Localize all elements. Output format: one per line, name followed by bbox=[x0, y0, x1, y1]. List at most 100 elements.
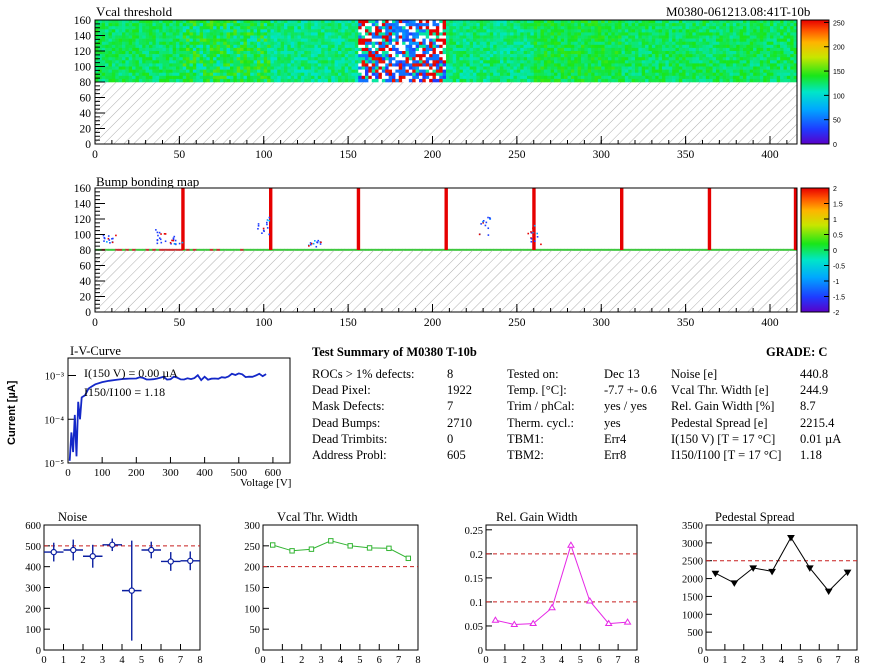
pedestal-xtick-label: 2 bbox=[741, 655, 746, 666]
summary-temp-value: -7.7 +- 0.6 bbox=[604, 383, 657, 398]
vcal-width-ytick-label: 200 bbox=[244, 563, 260, 574]
vcal-map-title: Vcal threshold bbox=[96, 4, 173, 19]
iv-curve-title: I-V-Curve bbox=[70, 344, 121, 358]
iv-xtick-label: 0 bbox=[65, 467, 71, 479]
gain-width-xtick-label: 4 bbox=[559, 655, 565, 666]
gain-width-chart-title: Rel. Gain Width bbox=[496, 510, 578, 524]
vcal-width-ytick-label: 300 bbox=[244, 521, 260, 532]
summary-dead-pixel-value: 1922 bbox=[447, 383, 472, 398]
pedestal-xtick-label: 4 bbox=[779, 655, 785, 666]
summary-col1-values: 8 1922 7 2710 0 605 bbox=[447, 366, 472, 463]
vcal-map-xtick-label: 0 bbox=[92, 149, 98, 161]
summary-dead-trimbits-value: 0 bbox=[447, 431, 454, 446]
bump-palette-label: 0 bbox=[833, 248, 837, 255]
summary-col2-labels: Tested on: Temp. [°C]: Trim / phCal: The… bbox=[507, 366, 575, 463]
vcal-palette-label: 0 bbox=[833, 142, 837, 149]
bump-palette-label: 0.5 bbox=[833, 233, 843, 240]
bump-map-xtick-label: 350 bbox=[677, 317, 695, 329]
noise-xtick-label: 1 bbox=[61, 655, 66, 666]
bump-map-heatmap bbox=[95, 188, 798, 251]
gain-width-ytick-label: 0.1 bbox=[470, 598, 483, 609]
vcal-width-ytick-label: 50 bbox=[250, 625, 261, 636]
pedestal-xtick-label: 8 bbox=[854, 655, 859, 666]
noise-xtick-label: 5 bbox=[139, 655, 144, 666]
gain-width-xtick-label: 5 bbox=[578, 655, 583, 666]
iv-ytick-label: 10⁻⁵ bbox=[44, 459, 64, 470]
bump-map-dead-column bbox=[444, 188, 448, 250]
gain-width-point bbox=[529, 619, 538, 627]
noise-point bbox=[50, 548, 57, 556]
summary-mask-defects-value: 7 bbox=[447, 399, 454, 414]
vcal-width-chart-title: Vcal Thr. Width bbox=[277, 510, 358, 524]
summary-tbm2-value: Err8 bbox=[604, 447, 627, 462]
bump-map-dead-column bbox=[620, 188, 624, 250]
vcal-palette-label: 150 bbox=[833, 69, 845, 76]
pedestal-ytick-label: 0 bbox=[698, 646, 703, 657]
bump-map-xtick-label: 100 bbox=[255, 317, 273, 329]
gain-width-xtick-label: 3 bbox=[540, 655, 545, 666]
iv-legend-current: I(150 V) = 0.00 µA bbox=[84, 366, 178, 380]
vcal-map-xtick-label: 200 bbox=[424, 149, 442, 161]
vcal-width-xtick-label: 2 bbox=[299, 655, 304, 666]
noise-point bbox=[187, 557, 194, 565]
summary-gain-width-label: Rel. Gain Width [%] bbox=[671, 399, 775, 414]
vcal-map-ytick-label: 60 bbox=[80, 93, 92, 105]
gain-width-xtick-label: 0 bbox=[483, 655, 488, 666]
summary-i150-value: 0.01 µA bbox=[800, 431, 842, 446]
summary-gain-width-value: 8.7 bbox=[800, 399, 816, 414]
vcal-width-point bbox=[405, 555, 412, 562]
iv-xtick-label: 400 bbox=[196, 467, 213, 479]
gain-width-point bbox=[510, 620, 519, 628]
summary-dead-bumps-value: 2710 bbox=[447, 415, 472, 430]
noise-point bbox=[148, 546, 155, 554]
iv-frame bbox=[67, 357, 291, 464]
vcal-width-point bbox=[386, 545, 392, 552]
summary-rocs-value: 8 bbox=[447, 367, 454, 381]
noise-point bbox=[89, 553, 96, 560]
noise-xtick-label: 7 bbox=[178, 655, 183, 666]
vcal-width-xtick-label: 3 bbox=[319, 655, 324, 666]
vcal-map-ytick-label: 0 bbox=[85, 139, 91, 151]
iv-xtick-label: 200 bbox=[128, 467, 145, 479]
bump-map-xtick-label: 0 bbox=[92, 317, 98, 329]
vcal-width-xtick-label: 7 bbox=[396, 655, 401, 666]
pedestal-point bbox=[749, 565, 758, 572]
gain-width-xtick-label: 7 bbox=[616, 655, 621, 666]
summary-col3-values: 440.8 244.9 8.7 2215.4 0.01 µA 1.18 bbox=[800, 366, 841, 463]
pedestal-ytick-label: 3000 bbox=[682, 539, 703, 550]
summary-ratio-label: I150/I100 [T = 17 °C] bbox=[671, 447, 782, 462]
iv-xtick-label: 600 bbox=[265, 467, 282, 479]
summary-noise-label: Noise [e] bbox=[671, 367, 718, 381]
summary-tbm2-label: TBM2: bbox=[507, 447, 544, 462]
gain-width-xtick-label: 2 bbox=[521, 655, 526, 666]
bump-map-dead-column bbox=[356, 188, 361, 250]
gain-width-ytick-label: 0.25 bbox=[465, 526, 483, 537]
bump-map-ytick-label: 80 bbox=[80, 245, 92, 257]
bump-palette-label: -1.5 bbox=[833, 295, 845, 302]
summary-grade: GRADE: C bbox=[766, 345, 828, 359]
vcal-width-xtick-label: 5 bbox=[357, 655, 362, 666]
vcal-palette-label: 100 bbox=[833, 93, 845, 100]
vcal-width-xtick-label: 8 bbox=[415, 655, 420, 666]
gain-width-point bbox=[604, 619, 613, 627]
summary-vcal-width-value: 244.9 bbox=[800, 383, 829, 398]
gain-width-series-line bbox=[495, 543, 628, 626]
summary-pedestal-label: Pedestal Spread [e] bbox=[671, 415, 768, 430]
pedestal-xtick-label: 7 bbox=[836, 655, 841, 666]
vcal-map-ytick-label: 160 bbox=[74, 15, 92, 27]
vcal-map-ytick-label: 120 bbox=[74, 46, 92, 58]
bump-map-ytick-label: 140 bbox=[74, 199, 92, 211]
noise-ytick-label: 500 bbox=[25, 542, 41, 553]
vcal-width-point bbox=[289, 548, 295, 554]
iv-curve-line bbox=[68, 372, 267, 461]
pedestal-xtick-label: 5 bbox=[798, 655, 803, 666]
bump-map-ytick-label: 40 bbox=[80, 276, 92, 288]
pedestal-point bbox=[768, 568, 776, 576]
bump-map-dead-column bbox=[269, 188, 273, 250]
bump-map-ytick-label: 0 bbox=[85, 307, 91, 319]
gain-width-xtick-label: 1 bbox=[502, 655, 507, 666]
gain-width-xtick-label: 6 bbox=[597, 655, 602, 666]
pedestal-ytick-label: 1500 bbox=[682, 592, 703, 603]
summary-ratio-value: 1.18 bbox=[800, 447, 822, 462]
bump-map-xtick-label: 300 bbox=[593, 317, 611, 329]
